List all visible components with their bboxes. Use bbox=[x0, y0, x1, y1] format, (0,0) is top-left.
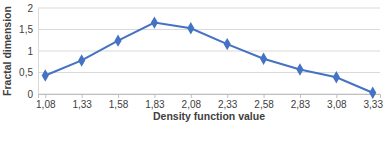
y-tick-label: 1 bbox=[27, 46, 33, 57]
x-tick-label: 2,83 bbox=[291, 99, 311, 110]
x-tick-mark bbox=[118, 94, 119, 98]
x-tick-label: 3,33 bbox=[363, 99, 383, 110]
y-tick-label: 2 bbox=[27, 3, 33, 14]
x-tick-label: 2,58 bbox=[254, 99, 274, 110]
marker bbox=[369, 87, 376, 99]
marker bbox=[187, 22, 194, 34]
marker bbox=[260, 53, 267, 65]
grid-line bbox=[38, 29, 380, 30]
x-tick: 2,83 bbox=[291, 94, 311, 110]
y-tick: 1,5 bbox=[19, 24, 38, 35]
series bbox=[42, 16, 377, 98]
x-axis-line bbox=[39, 95, 381, 99]
grid-line bbox=[38, 72, 380, 73]
x-tick: 1,33 bbox=[72, 94, 92, 110]
marker bbox=[296, 63, 303, 75]
x-tick-mark bbox=[264, 94, 265, 98]
grid bbox=[38, 8, 380, 94]
x-tick-label: 3,08 bbox=[327, 99, 347, 110]
x-tick-label: 1,08 bbox=[36, 99, 56, 110]
y-axis-line bbox=[38, 9, 39, 95]
marker bbox=[333, 71, 340, 83]
x-tick-label: 2,08 bbox=[182, 99, 202, 110]
plot-area: 0 0,5 1 1,5 2 1,08 1,33 1,58 1,83 2,08 2,33 2,58 2,8… bbox=[19, 3, 383, 110]
y-tick: 1 bbox=[27, 46, 38, 57]
y-tick-label: 0 bbox=[27, 89, 33, 100]
x-axis: 1,08 1,33 1,58 1,83 2,08 2,33 2,58 2,83 3,08 3,33 bbox=[36, 94, 383, 110]
marker bbox=[224, 38, 231, 50]
grid-line bbox=[38, 8, 380, 9]
marker bbox=[42, 69, 49, 81]
x-tick: 2,33 bbox=[218, 94, 238, 110]
marker bbox=[114, 35, 121, 47]
x-tick-mark bbox=[300, 94, 301, 98]
x-tick-label: 1,33 bbox=[72, 99, 92, 110]
marker bbox=[78, 54, 85, 66]
x-tick-mark bbox=[227, 94, 228, 98]
x-tick-mark bbox=[154, 94, 155, 98]
x-tick-mark bbox=[45, 94, 46, 98]
x-tick: 3,08 bbox=[327, 94, 347, 110]
x-axis-title: Density function value bbox=[153, 110, 265, 122]
x-tick: 2,08 bbox=[182, 94, 202, 110]
y-axis-title: Fractal dimension bbox=[1, 6, 13, 96]
x-tick-mark bbox=[191, 94, 192, 98]
x-tick: 2,58 bbox=[254, 94, 274, 110]
chart: 0 0,5 1 1,5 2 1,08 1,33 1,58 1,83 2,08 2,33 2,58 2,8… bbox=[0, 0, 388, 150]
x-tick-mark bbox=[82, 94, 83, 98]
x-tick: 1,58 bbox=[109, 94, 129, 110]
grid-line bbox=[38, 51, 380, 52]
y-tick-label: 0,5 bbox=[19, 67, 33, 78]
x-tick-label: 1,58 bbox=[109, 99, 129, 110]
y-tick: 2 bbox=[27, 3, 38, 14]
y-tick: 0,5 bbox=[19, 67, 38, 78]
x-tick-mark bbox=[336, 94, 337, 98]
y-tick: 0 bbox=[27, 89, 38, 100]
x-tick-label: 2,33 bbox=[218, 99, 238, 110]
x-tick: 1,83 bbox=[145, 94, 165, 110]
x-tick-label: 1,83 bbox=[145, 99, 165, 110]
line bbox=[45, 23, 372, 93]
marker bbox=[151, 16, 158, 28]
y-tick-label: 1,5 bbox=[19, 24, 33, 35]
x-tick: 1,08 bbox=[36, 94, 56, 110]
y-axis: 0 0,5 1 1,5 2 bbox=[19, 3, 38, 100]
